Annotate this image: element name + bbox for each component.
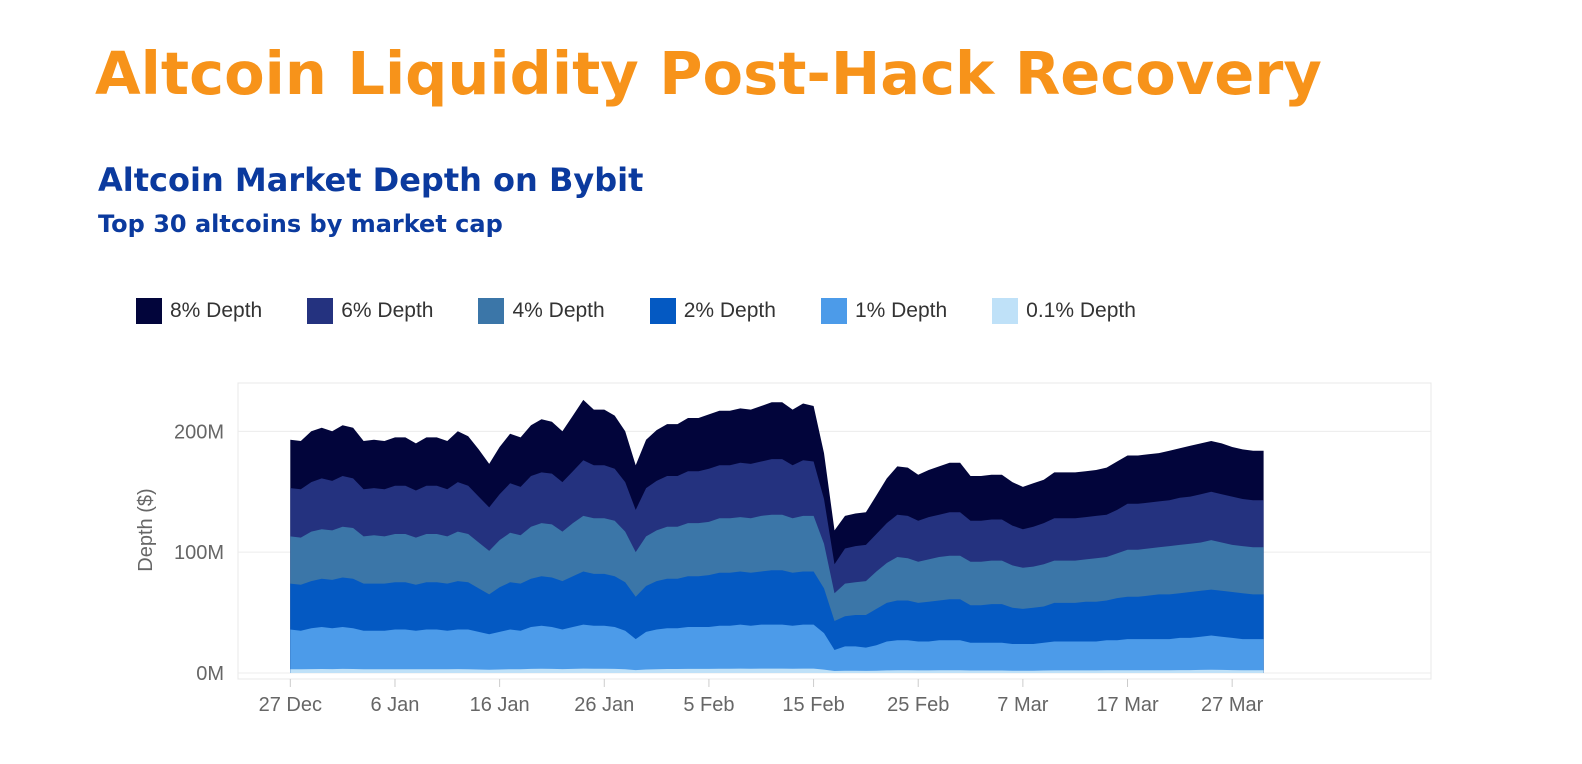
legend-item-4pct: 4% Depth	[478, 298, 605, 324]
legend-item-8pct: 8% Depth	[136, 298, 262, 324]
legend-swatch-4pct	[478, 298, 505, 324]
legend-swatch-8pct	[136, 298, 162, 324]
legend-swatch-1pct	[820, 298, 847, 324]
x-tick-label-1: 6 Jan	[371, 694, 420, 716]
chart-subtitle: Top 30 altcoins by market cap	[98, 210, 503, 238]
page-title: Altcoin Liquidity Post-Hack Recovery	[95, 39, 1322, 108]
x-tick-label-5: 15 Feb	[782, 694, 844, 716]
y-tick-label-2: 200M	[174, 421, 224, 443]
legend-label-1pct: 1% Depth	[854, 299, 948, 322]
x-tick-label-6: 25 Feb	[887, 694, 949, 716]
y-axis-ticks: 0M 100M 200M	[174, 421, 224, 685]
legend-label-8pct: 8% Depth	[170, 299, 263, 322]
x-tick-label-2: 16 Jan	[470, 694, 530, 716]
legend-swatch-2pct	[649, 298, 676, 324]
legend-item-2pct: 2% Depth	[649, 298, 776, 324]
x-tick-label-8: 17 Mar	[1096, 694, 1159, 716]
x-tick-label-0: 27 Dec	[259, 694, 322, 716]
legend-item-01pct: 0.1% Depth	[992, 298, 1136, 324]
legend-swatch-6pct	[307, 298, 334, 324]
area-series-1-depth	[290, 624, 1264, 673]
x-tick-label-7: 7 Mar	[997, 694, 1048, 716]
legend-swatch-01pct	[992, 298, 1019, 324]
area-series-0-1-depth	[290, 668, 1264, 673]
y-axis-label: Depth ($)	[135, 488, 157, 571]
x-tick-label-9: 27 Mar	[1201, 694, 1264, 716]
x-tick-label-3: 26 Jan	[574, 694, 634, 716]
x-axis-ticks: 27 Dec 6 Jan 16 Jan 26 Jan 5 Feb 15 Feb 25 Feb…	[259, 679, 1264, 716]
legend-label-2pct: 2% Depth	[683, 299, 776, 322]
chart-legend: 8% Depth 6% Depth 4% Depth 2% Depth 1% D…	[136, 298, 1181, 324]
y-tick-label-0: 0M	[196, 663, 224, 685]
chart-title: Altcoin Market Depth on Bybit	[98, 161, 644, 199]
y-tick-label-1: 100M	[174, 542, 224, 564]
area-series	[290, 399, 1264, 673]
x-tick-label-4: 5 Feb	[683, 694, 734, 716]
legend-label-01pct: 0.1% Depth	[1026, 299, 1136, 322]
legend-item-6pct: 6% Depth	[307, 298, 433, 324]
legend-item-1pct: 1% Depth	[820, 298, 948, 324]
legend-label-6pct: 6% Depth	[341, 299, 434, 322]
legend-label-4pct: 4% Depth	[512, 299, 605, 322]
